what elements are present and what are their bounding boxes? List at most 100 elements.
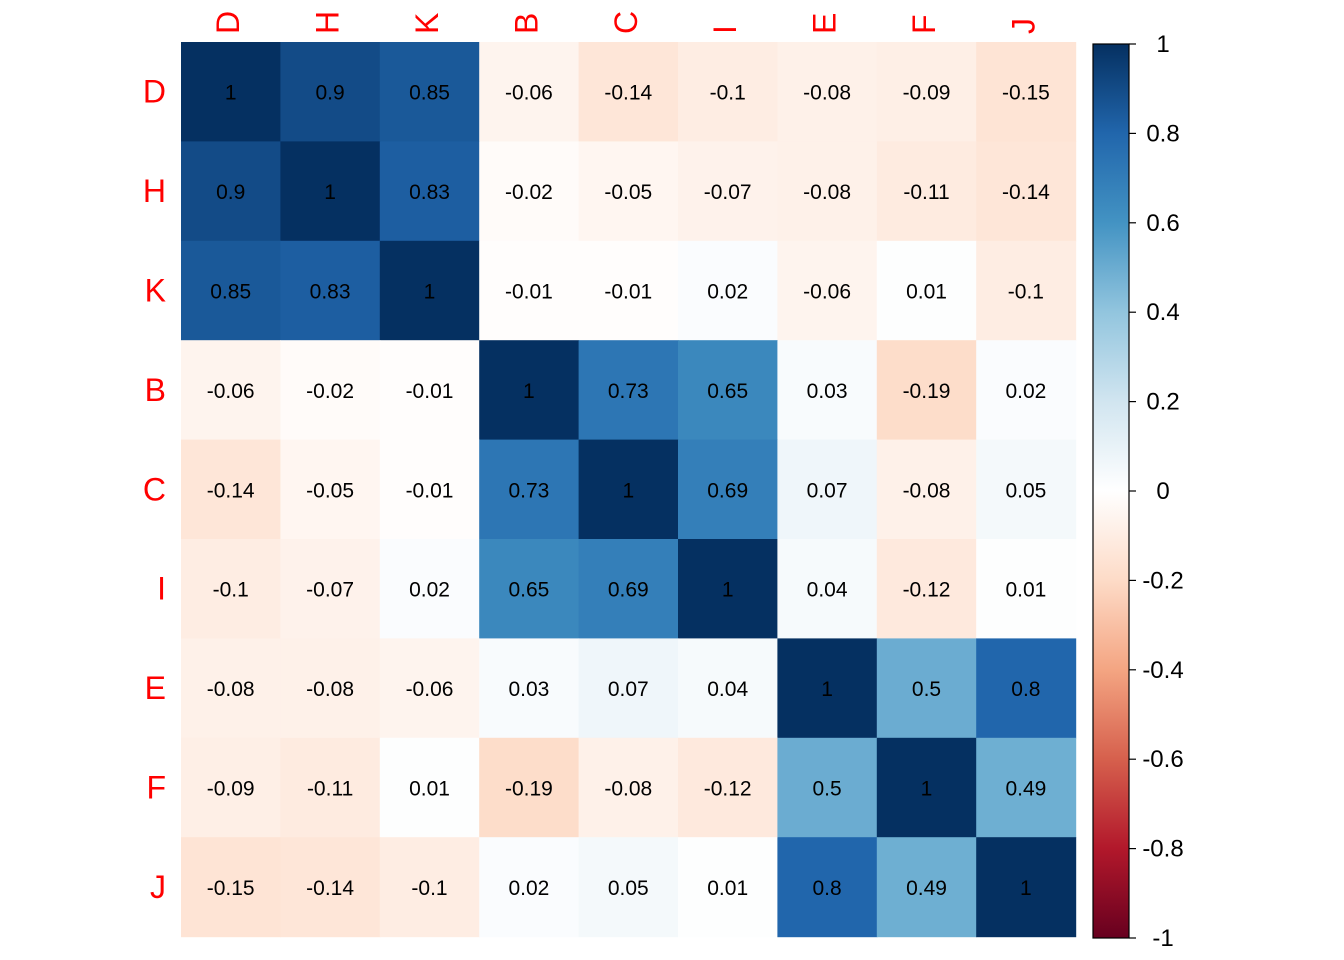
heatmap-cell-E-H bbox=[280, 638, 381, 739]
cell-value-D-D: 1 bbox=[225, 82, 237, 105]
heatmap-cell-H-I bbox=[678, 141, 778, 242]
heatmap-cell-J-B bbox=[479, 837, 580, 938]
cell-value-C-J: 0.05 bbox=[1005, 479, 1046, 502]
cell-value-H-H: 1 bbox=[324, 181, 336, 204]
cell-value-K-J: -0.1 bbox=[1008, 281, 1044, 304]
cell-value-J-K: -0.1 bbox=[411, 877, 447, 900]
cell-value-D-H: 0.9 bbox=[315, 82, 344, 105]
heatmap-cell-H-H bbox=[280, 141, 381, 242]
heatmap-cell-J-J bbox=[976, 837, 1077, 938]
heatmap-cell-B-C bbox=[578, 340, 679, 441]
cell-value-J-E: 0.8 bbox=[812, 877, 841, 900]
cell-value-F-D: -0.09 bbox=[207, 778, 255, 801]
heatmap-cell-C-I bbox=[678, 439, 778, 540]
colorbar-tick-label: 0.6 bbox=[1146, 210, 1179, 237]
heatmap-cell-I-B bbox=[479, 539, 580, 639]
heatmap-cells bbox=[181, 42, 1077, 938]
heatmap-cell-I-E bbox=[777, 539, 878, 639]
heatmap-cell-J-K bbox=[379, 837, 480, 938]
cell-value-K-F: 0.01 bbox=[906, 281, 947, 304]
cell-value-C-H: -0.05 bbox=[306, 479, 354, 502]
heatmap-cell-B-E bbox=[777, 340, 878, 441]
cell-value-B-I: 0.65 bbox=[707, 380, 748, 403]
heatmap-cell-F-C bbox=[578, 737, 679, 838]
heatmap-cell-B-B bbox=[479, 340, 580, 441]
heatmap-cell-D-H bbox=[280, 42, 381, 142]
cell-value-H-J: -0.14 bbox=[1002, 181, 1050, 204]
cell-value-K-C: -0.01 bbox=[604, 281, 652, 304]
cell-value-D-C: -0.14 bbox=[604, 82, 652, 105]
colorbar-tick-label: 0.4 bbox=[1146, 299, 1179, 326]
cell-value-J-D: -0.15 bbox=[207, 877, 255, 900]
cell-value-H-E: -0.08 bbox=[803, 181, 851, 204]
heatmap-cell-J-I bbox=[678, 837, 778, 938]
heatmap-cell-J-E bbox=[777, 837, 878, 938]
heatmap-cell-B-I bbox=[678, 340, 778, 441]
cell-value-J-C: 0.05 bbox=[608, 877, 649, 900]
cell-value-H-K: 0.83 bbox=[409, 181, 450, 204]
heatmap-cell-C-D bbox=[181, 439, 281, 540]
cell-value-J-F: 0.49 bbox=[906, 877, 947, 900]
heatmap-cell-C-B bbox=[479, 439, 580, 540]
cell-value-I-F: -0.12 bbox=[903, 579, 951, 602]
heatmap-cell-C-C bbox=[578, 439, 679, 540]
cell-value-B-D: -0.06 bbox=[207, 380, 255, 403]
cell-value-B-C: 0.73 bbox=[608, 380, 649, 403]
cell-value-J-J: 1 bbox=[1020, 877, 1032, 900]
cell-value-E-D: -0.08 bbox=[207, 678, 255, 701]
cell-value-H-B: -0.02 bbox=[505, 181, 553, 204]
row-label-E: E bbox=[145, 670, 166, 706]
heatmap-cell-F-K bbox=[379, 737, 480, 838]
heatmap-cell-B-D bbox=[181, 340, 281, 441]
cell-value-I-B: 0.65 bbox=[508, 579, 549, 602]
heatmap-cell-C-F bbox=[876, 439, 977, 540]
cell-value-I-J: 0.01 bbox=[1005, 579, 1046, 602]
heatmap-cell-D-E bbox=[777, 42, 878, 142]
heatmap-cell-I-C bbox=[578, 539, 679, 639]
row-label-D: D bbox=[143, 74, 166, 110]
heatmap-cell-I-H bbox=[280, 539, 381, 639]
heatmap-cell-K-E bbox=[777, 240, 878, 341]
heatmap-cell-E-B bbox=[479, 638, 580, 739]
cell-value-D-E: -0.08 bbox=[803, 82, 851, 105]
heatmap-cell-I-J bbox=[976, 539, 1077, 639]
cell-value-H-D: 0.9 bbox=[216, 181, 245, 204]
cell-value-F-K: 0.01 bbox=[409, 778, 450, 801]
heatmap-cell-D-F bbox=[876, 42, 977, 142]
cell-value-H-I: -0.07 bbox=[704, 181, 752, 204]
heatmap-cell-E-F bbox=[876, 638, 977, 739]
colorbar-tick-label: -1 bbox=[1152, 925, 1173, 952]
cell-value-I-C: 0.69 bbox=[608, 579, 649, 602]
cell-value-K-H: 0.83 bbox=[310, 281, 351, 304]
cell-value-I-D: -0.1 bbox=[213, 579, 249, 602]
heatmap-cell-J-H bbox=[280, 837, 381, 938]
cell-value-D-I: -0.1 bbox=[710, 82, 746, 105]
cell-value-E-I: 0.04 bbox=[707, 678, 748, 701]
row-label-F: F bbox=[146, 770, 166, 806]
cell-value-E-J: 0.8 bbox=[1011, 678, 1040, 701]
cell-value-E-F: 0.5 bbox=[912, 678, 941, 701]
column-label-H: H bbox=[310, 11, 346, 34]
cell-value-J-B: 0.02 bbox=[508, 877, 549, 900]
heatmap-cell-F-J bbox=[976, 737, 1077, 838]
heatmap-cell-D-K bbox=[379, 42, 480, 142]
heatmap-cell-K-I bbox=[678, 240, 778, 341]
cell-value-D-K: 0.85 bbox=[409, 82, 450, 105]
heatmap-cell-E-J bbox=[976, 638, 1077, 739]
cell-value-B-E: 0.03 bbox=[807, 380, 848, 403]
cell-value-K-K: 1 bbox=[424, 281, 436, 304]
heatmap-cell-D-D bbox=[181, 42, 281, 142]
heatmap-cell-E-E bbox=[777, 638, 878, 739]
cell-value-C-F: -0.08 bbox=[903, 479, 951, 502]
heatmap-cell-D-J bbox=[976, 42, 1077, 142]
cell-value-K-E: -0.06 bbox=[803, 281, 851, 304]
cell-value-H-C: -0.05 bbox=[604, 181, 652, 204]
cell-value-I-H: -0.07 bbox=[306, 579, 354, 602]
cell-value-H-F: -0.11 bbox=[903, 181, 949, 204]
heatmap-cell-E-D bbox=[181, 638, 281, 739]
cell-value-K-D: 0.85 bbox=[210, 281, 251, 304]
heatmap-cell-D-B bbox=[479, 42, 580, 142]
column-label-J: J bbox=[1005, 18, 1041, 34]
heatmap-cell-E-I bbox=[678, 638, 778, 739]
colorbar-tick-label: 0.8 bbox=[1146, 120, 1179, 147]
